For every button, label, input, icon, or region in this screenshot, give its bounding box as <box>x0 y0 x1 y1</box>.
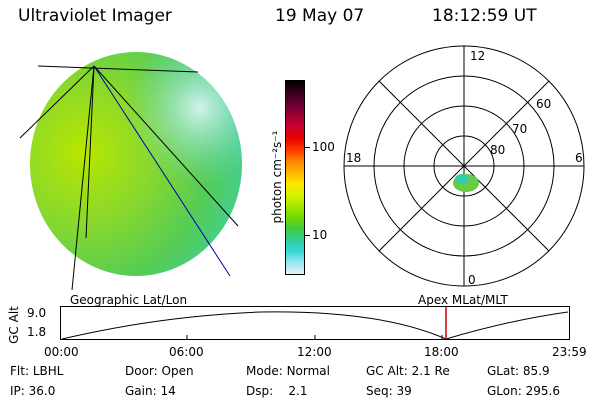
altitude-xtick: 06:00 <box>169 345 204 359</box>
info-dsp: Dsp: 2.1 <box>246 384 308 398</box>
altitude-xtick: 23:59 <box>552 345 587 359</box>
info-glat: GLat: 85.9 <box>487 364 550 378</box>
instrument-title: Ultraviolet Imager <box>18 6 172 26</box>
altitude-xtick: 18:00 <box>424 345 459 359</box>
info-gain: Gain: 14 <box>125 384 176 398</box>
colorbar <box>285 80 305 275</box>
lat-label: 60 <box>536 97 551 111</box>
grid-line <box>93 65 239 227</box>
colorbar-tick <box>305 147 310 148</box>
altitude-curve <box>61 311 569 340</box>
grid-line <box>19 65 95 139</box>
grid-line <box>93 65 231 277</box>
altitude-ytick: 1.8 <box>27 325 47 339</box>
grid-line <box>71 65 95 290</box>
info-glon: GLon: 295.6 <box>487 384 560 398</box>
mlt-line <box>378 80 550 252</box>
polar-plot: 12 18 6 0 60 70 80 <box>343 45 585 287</box>
altitude-plot <box>60 306 570 340</box>
altitude-ylabel: GC Alt <box>7 306 21 344</box>
info-mode: Mode: Normal <box>246 364 330 378</box>
info-door: Door: Open <box>125 364 194 378</box>
info-ip: IP: 36.0 <box>10 384 56 398</box>
mlt-label-bottom: 0 <box>468 273 476 287</box>
altitude-ytick: 9.0 <box>27 306 47 320</box>
colorbar-tick-label: 100 <box>312 140 335 154</box>
info-flt: Flt: LBHL <box>10 364 64 378</box>
info-gc-alt: GC Alt: 2.1 Re <box>366 364 450 378</box>
grid-line <box>85 65 95 239</box>
polar-plot-label: Apex MLat/MLT <box>418 293 508 307</box>
altitude-xtick: 00:00 <box>44 345 79 359</box>
mlt-label-right: 6 <box>575 151 583 165</box>
altitude-xtick: 12:00 <box>297 345 332 359</box>
lat-label: 70 <box>512 122 527 136</box>
colorbar-tick <box>305 235 310 236</box>
date-label: 19 May 07 <box>275 6 365 26</box>
colorbar-unit-label: photon cm⁻²s⁻¹ <box>270 130 284 224</box>
earth-view-label: Geographic Lat/Lon <box>70 293 188 307</box>
colorbar-tick-label: 10 <box>312 228 328 242</box>
mlt-label-left: 18 <box>346 151 361 165</box>
time-label: 18:12:59 UT <box>432 6 537 26</box>
grid-line <box>37 65 199 73</box>
mlt-label-top: 12 <box>470 49 485 63</box>
earth-image <box>19 52 242 290</box>
lat-label: 80 <box>490 143 505 157</box>
info-seq: Seq: 39 <box>366 384 412 398</box>
